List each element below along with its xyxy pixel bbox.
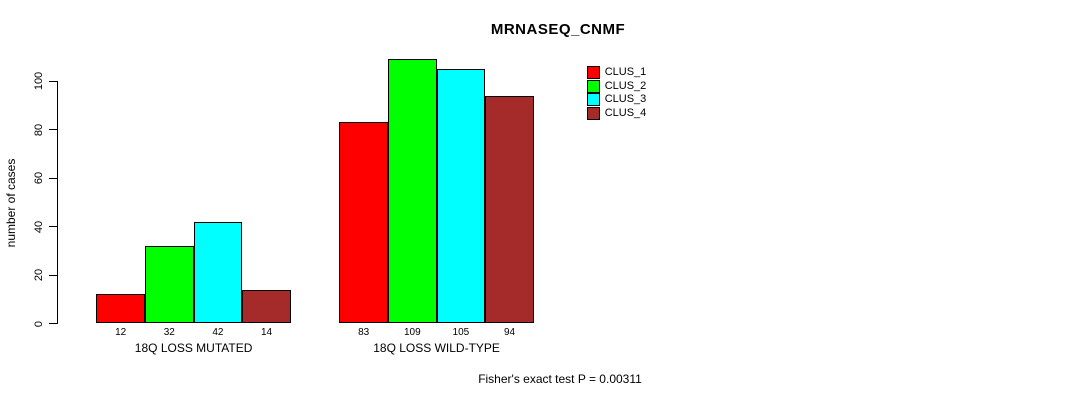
y-axis-tick [49,80,57,82]
y-axis-tick-label: 40 [33,220,45,233]
y-axis-tick-label: 60 [33,171,45,185]
y-axis-tick [49,177,57,179]
legend-label-clus_1: CLUS_1 [604,66,647,78]
y-axis-tick-label: 0 [33,320,45,327]
bar-value-label: 42 [212,327,224,338]
bar-value-label: 109 [403,327,421,338]
bar-value-label: 105 [452,327,470,338]
y-axis-tick [49,226,57,228]
bar-clus_1-1 [96,294,145,324]
legend-swatch-clus_4 [586,106,600,120]
statistical-test-annotation: Fisher's exact test P = 0.00311 [478,372,642,386]
y-axis-tick-label: 80 [33,123,45,136]
legend-label-clus_3: CLUS_3 [604,93,647,106]
bar-clus_2-2 [388,59,437,324]
legend-swatch-clus_2 [586,79,600,93]
bar-value-label: 94 [503,327,516,338]
legend-swatch-clus_1 [586,66,600,79]
bar-value-label: 32 [163,327,175,338]
y-axis-tick [49,274,57,276]
y-axis-tick-label: 100 [33,72,45,91]
bar-clus_1-2 [339,122,388,324]
bar-clus_4-2 [485,95,534,324]
category-label: 18Q LOSS WILD-TYPE [373,341,500,355]
bar-clus_4-1 [242,289,291,324]
y-axis-line [57,81,58,324]
y-axis-tick-label: 20 [33,268,45,282]
legend-swatch-clus_3 [586,93,600,107]
bar-clus_2-1 [145,245,194,324]
legend-label-clus_2: CLUS_2 [604,79,647,92]
bar-value-label: 14 [260,327,273,338]
bar-clus_3-1 [193,221,243,324]
y-axis-title: number of cases [4,158,18,248]
bar-value-label: 83 [358,327,370,338]
bar-value-label: 12 [115,327,127,338]
bar-clus_3-2 [436,69,486,324]
y-axis-tick [49,323,57,324]
chart-title: MRNASEQ_CNMF [490,21,626,38]
legend-label-clus_4: CLUS_4 [604,106,647,119]
category-label: 18Q LOSS MUTATED [134,341,253,355]
y-axis-tick [49,129,57,131]
